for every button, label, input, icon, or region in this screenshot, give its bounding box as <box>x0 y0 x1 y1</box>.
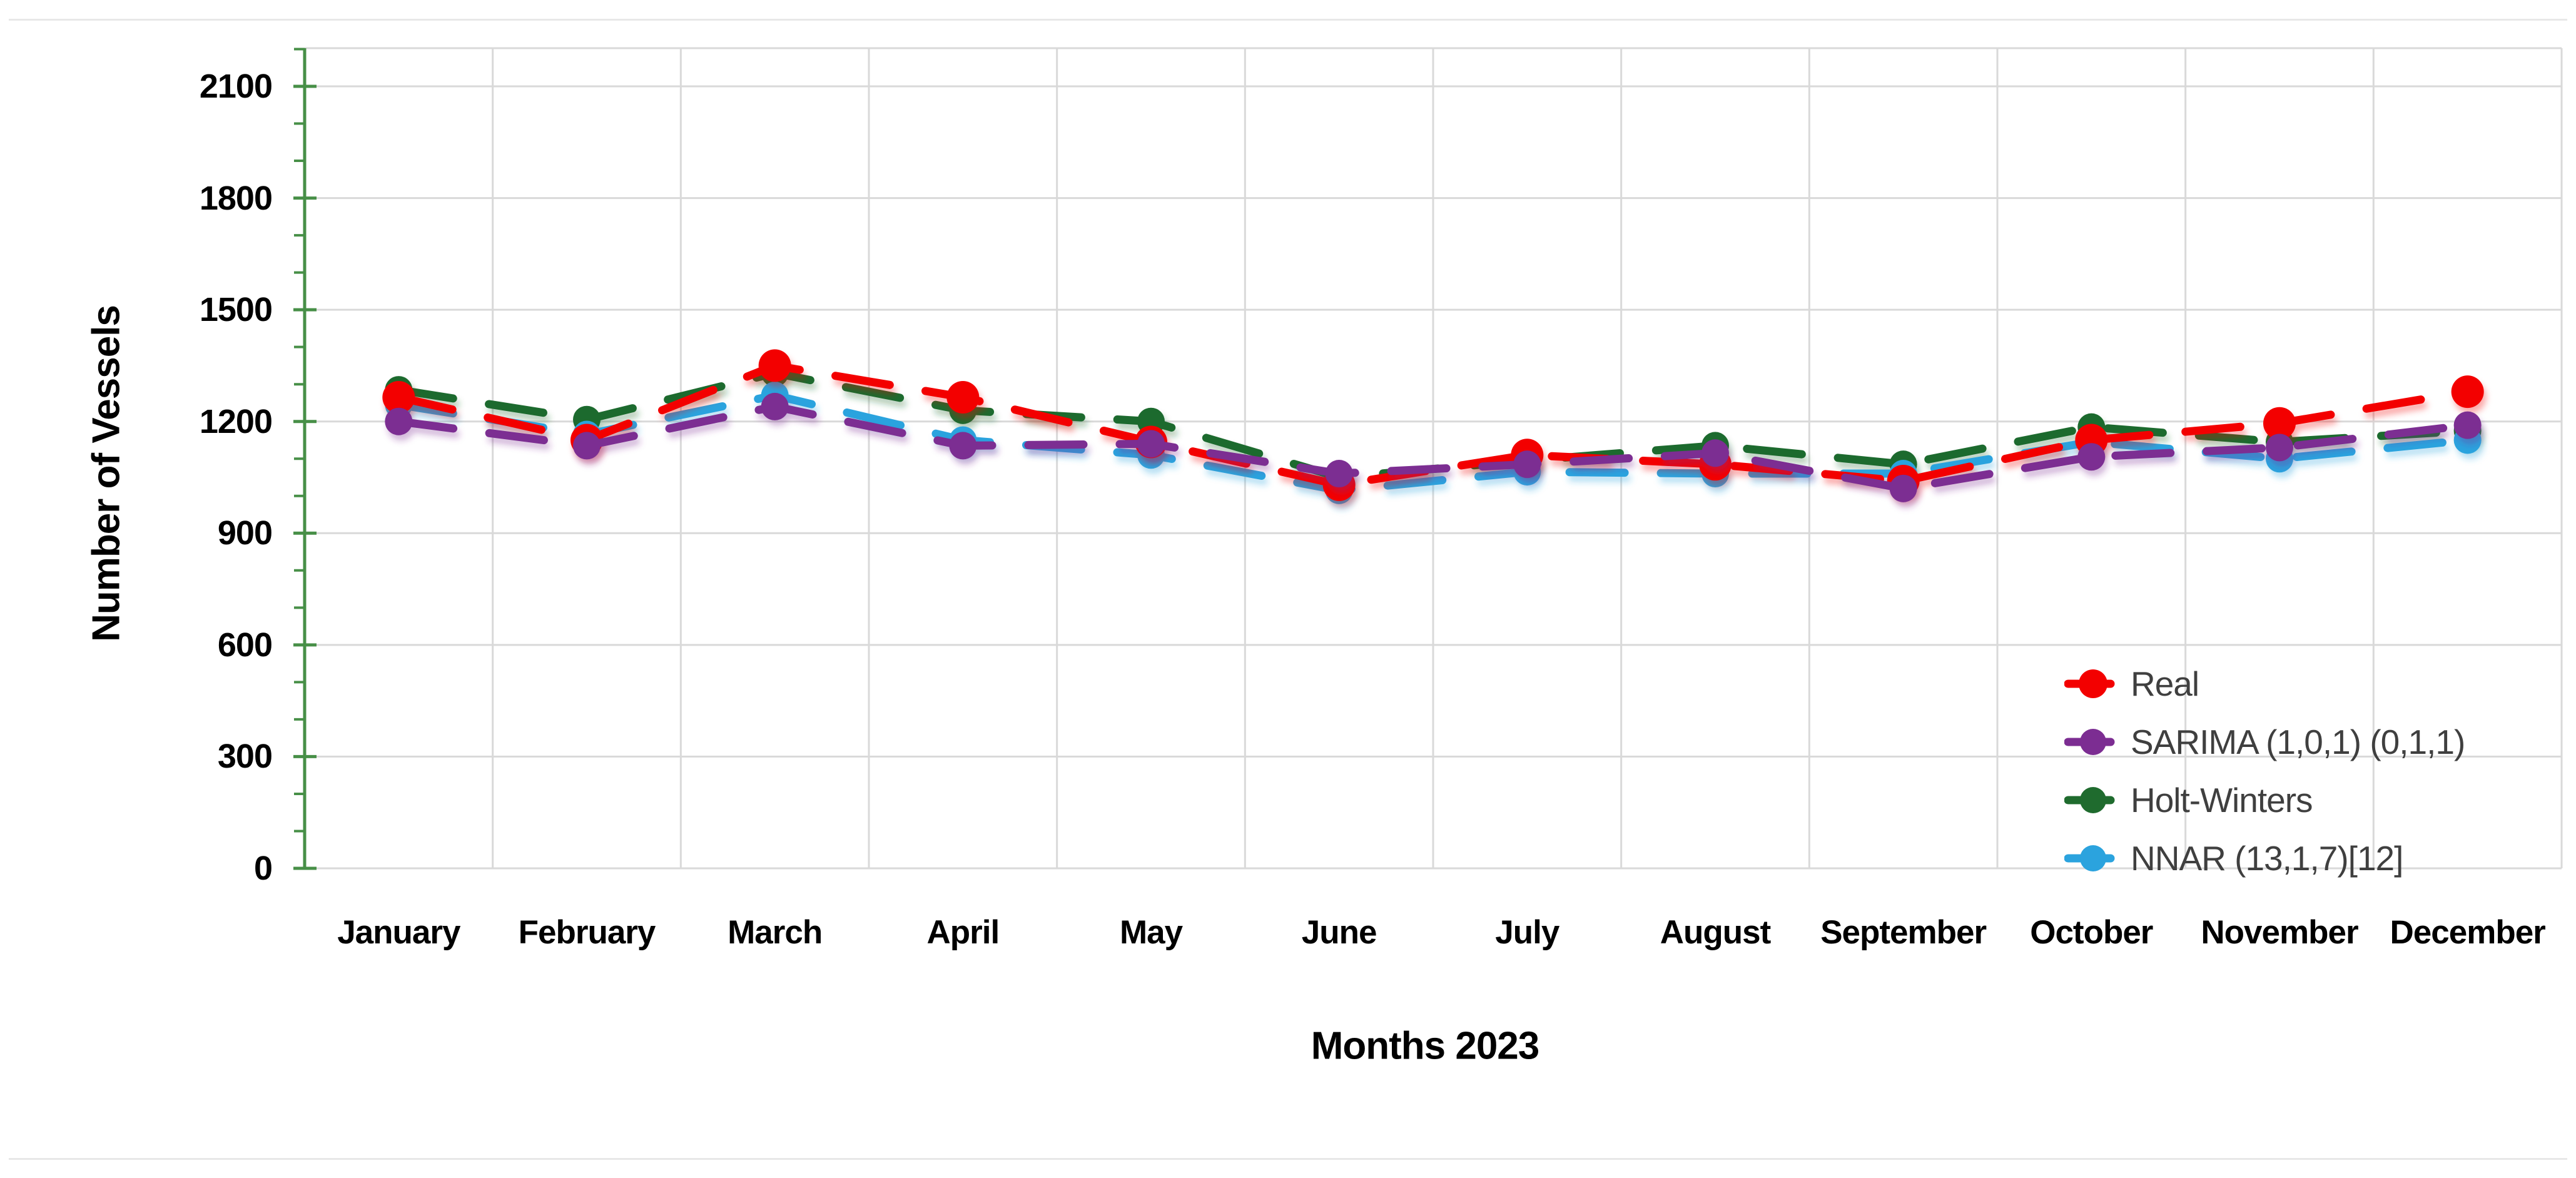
y-tick-label-1200: 1200 <box>199 402 273 440</box>
x-tick-label-june: June <box>1301 914 1377 951</box>
x-tick-label-may: May <box>1119 914 1183 951</box>
y-tick-label-900: 900 <box>217 514 273 552</box>
x-tick-label-november: November <box>2201 914 2358 951</box>
legend: Real SARIMA (1,0,1) (0,1,1) Holt-Winters NN… <box>2064 654 2465 887</box>
page-bottom-rule <box>9 1158 2567 1160</box>
y-tick-label-600: 600 <box>217 626 273 664</box>
x-tick-label-february: February <box>518 914 656 951</box>
y-axis-title: Number of Vessels <box>84 305 128 642</box>
legend-item-nnar-13-1-7-12: NNAR (13,1,7)[12] <box>2064 829 2465 887</box>
y-axis <box>293 48 317 870</box>
y-tick-label-1800: 1800 <box>199 179 273 217</box>
x-tick-label-march: March <box>728 914 823 951</box>
y-tick-label-1500: 1500 <box>199 291 273 329</box>
x-tick-label-april: April <box>926 914 1000 951</box>
legend-label: Holt-Winters <box>2131 780 2313 820</box>
legend-item-sarima-1-0-1-0-1-1: SARIMA (1,0,1) (0,1,1) <box>2064 713 2465 771</box>
legend-label: Real <box>2131 664 2199 703</box>
legend-marker-icon <box>2064 845 2122 871</box>
x-tick-label-january: January <box>337 914 460 951</box>
y-tick-label-0: 0 <box>253 850 273 887</box>
x-tick-label-december: December <box>2390 914 2546 951</box>
y-tick-label-300: 300 <box>217 738 273 776</box>
x-axis-title: Months 2023 <box>1311 1024 1540 1068</box>
x-tick-label-october: October <box>2030 914 2153 951</box>
legend-label: SARIMA (1,0,1) (0,1,1) <box>2131 722 2465 761</box>
legend-marker-icon <box>2064 786 2122 813</box>
legend-item-real: Real <box>2064 654 2465 713</box>
x-tick-label-august: August <box>1660 914 1772 951</box>
x-tick-label-september: September <box>1820 914 1987 951</box>
x-tick-label-july: July <box>1495 914 1559 951</box>
legend-marker-icon <box>2064 669 2122 698</box>
y-tick-label-2100: 2100 <box>199 68 273 105</box>
page-top-rule <box>9 19 2567 21</box>
legend-marker-icon <box>2064 728 2122 755</box>
legend-item-holt-winters: Holt-Winters <box>2064 771 2465 829</box>
series-sarima-1-0-1-0-1-1 <box>385 392 2482 502</box>
legend-label: NNAR (13,1,7)[12] <box>2131 838 2403 878</box>
